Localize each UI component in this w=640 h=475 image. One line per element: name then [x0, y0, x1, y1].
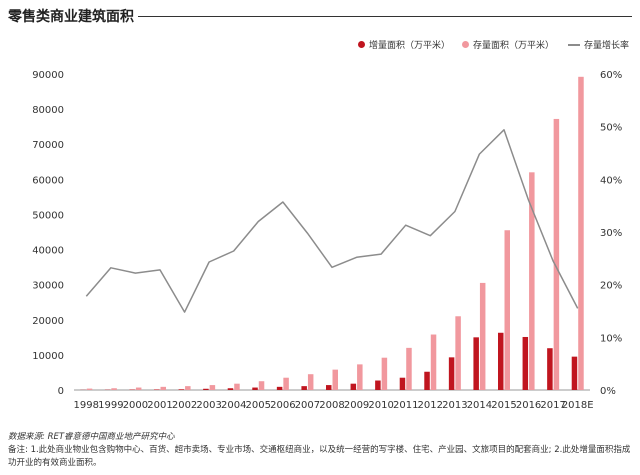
- legend-stock-label: 存量面积（万平米）: [473, 41, 555, 51]
- footnote: 备注: 1.此处商业物业包含购物中心、百货、超市卖场、专业市场、交通枢纽商业，以…: [8, 445, 631, 468]
- y-right-tick-label: 0%: [600, 386, 616, 397]
- bar-increment: [203, 388, 209, 390]
- y-left-tick-label: 70000: [32, 140, 64, 151]
- bar-increment: [252, 387, 258, 390]
- x-tick-label: 2018E: [562, 400, 594, 411]
- bar-increment: [227, 388, 234, 390]
- title-divider: [138, 16, 632, 17]
- x-tick-label: 2011: [393, 400, 418, 411]
- bar-increment: [276, 386, 283, 390]
- bar-increment: [473, 337, 479, 390]
- bar-increment: [399, 377, 406, 390]
- x-tick-label: 2009: [344, 400, 369, 411]
- bar-stock: [332, 369, 338, 390]
- x-tick-label: 2016: [516, 400, 541, 411]
- page-title: 零售类商业建筑面积: [8, 9, 134, 25]
- x-tick-label: 2006: [270, 400, 295, 411]
- bar-stock: [455, 316, 461, 390]
- bar-increment: [522, 336, 529, 390]
- x-tick-label: 2012: [418, 400, 443, 411]
- bar-stock: [258, 381, 265, 390]
- y-left-tick-label: 20000: [32, 316, 64, 327]
- y-left-tick-label: 50000: [32, 210, 64, 221]
- x-tick-label: 2003: [196, 400, 221, 411]
- bar-stock: [479, 282, 486, 390]
- bar-increment: [154, 389, 160, 390]
- y-right-tick-label: 30%: [600, 228, 622, 239]
- bar-stock: [381, 357, 388, 390]
- bar-increment: [547, 348, 553, 390]
- bar-increment: [301, 386, 307, 390]
- y-left-tick-label: 90000: [32, 70, 64, 81]
- x-tick-label: 2017: [540, 400, 565, 411]
- growth-rate-line: [85, 129, 579, 313]
- bar-stock: [553, 118, 560, 390]
- x-tick-label: 2015: [491, 400, 516, 411]
- legend-item-stock: 存量面积（万平米）: [462, 38, 554, 51]
- legend-growth-swatch: [568, 43, 580, 46]
- x-tick-label: 2002: [172, 400, 197, 411]
- legend-increment-swatch: [358, 41, 365, 48]
- bar-increment: [178, 389, 185, 390]
- bar-stock: [504, 230, 510, 390]
- legend-item-growth: 存量增长率: [568, 38, 629, 51]
- y-left-tick-label: 80000: [32, 105, 64, 116]
- bar-increment: [571, 356, 578, 390]
- x-tick-label: 2004: [221, 400, 246, 411]
- y-right-tick-label: 40%: [600, 175, 622, 186]
- x-tick-label: 1998: [74, 400, 99, 411]
- bar-stock: [234, 383, 240, 390]
- x-tick-label: 2000: [123, 400, 148, 411]
- bar-stock: [430, 334, 437, 390]
- bar-stock: [185, 386, 191, 390]
- bar-stock: [209, 385, 216, 390]
- y-right-tick-label: 50%: [600, 123, 622, 134]
- bar-stock: [283, 377, 289, 390]
- x-tick-label: 2007: [295, 400, 320, 411]
- bar-increment: [424, 371, 430, 390]
- bar-stock: [357, 364, 363, 390]
- x-tick-label: 2001: [147, 400, 172, 411]
- y-left-tick-label: 0: [58, 386, 64, 397]
- bar-stock: [160, 386, 166, 390]
- y-right-tick-label: 10%: [600, 333, 622, 344]
- data-source: 数据来源: RET睿意德中国商业地产研究中心: [8, 432, 175, 442]
- x-tick-label: 2014: [467, 400, 492, 411]
- bar-stock: [135, 387, 142, 390]
- x-tick-label: 2008: [319, 400, 344, 411]
- bar-stock: [406, 347, 412, 390]
- y-right-tick-label: 60%: [600, 70, 622, 81]
- bar-increment: [350, 383, 357, 390]
- y-left-tick-label: 40000: [32, 246, 64, 257]
- bar-stock: [86, 388, 93, 390]
- bar-increment: [448, 357, 455, 390]
- legend-stock-swatch: [462, 41, 469, 48]
- x-tick-label: 2010: [368, 400, 393, 411]
- bar-stock: [578, 76, 584, 390]
- y-right-tick-label: 20%: [600, 281, 622, 292]
- x-tick-label: 2005: [246, 400, 271, 411]
- x-tick-label: 2013: [442, 400, 467, 411]
- y-left-tick-label: 60000: [32, 175, 64, 186]
- bar-stock: [307, 374, 314, 390]
- bar-stock: [111, 388, 117, 390]
- x-tick-label: 1999: [98, 400, 123, 411]
- chart-legend: 增量面积（万平米） 存量面积（万平米） 存量增长率: [340, 38, 636, 52]
- legend-increment-label: 增量面积（万平米）: [369, 41, 451, 51]
- bar-increment: [498, 332, 504, 390]
- y-left-tick-label: 30000: [32, 281, 64, 292]
- bar-increment: [326, 385, 332, 390]
- bar-increment: [375, 380, 381, 390]
- bar-stock: [529, 172, 535, 390]
- combo-chart: 0 10000 20000 30000 40000 50000 60000 70000 8000…: [32, 70, 622, 411]
- legend-growth-label: 存量增长率: [584, 41, 630, 51]
- y-left-tick-label: 10000: [32, 351, 64, 362]
- legend-item-increment: 增量面积（万平米）: [358, 38, 450, 51]
